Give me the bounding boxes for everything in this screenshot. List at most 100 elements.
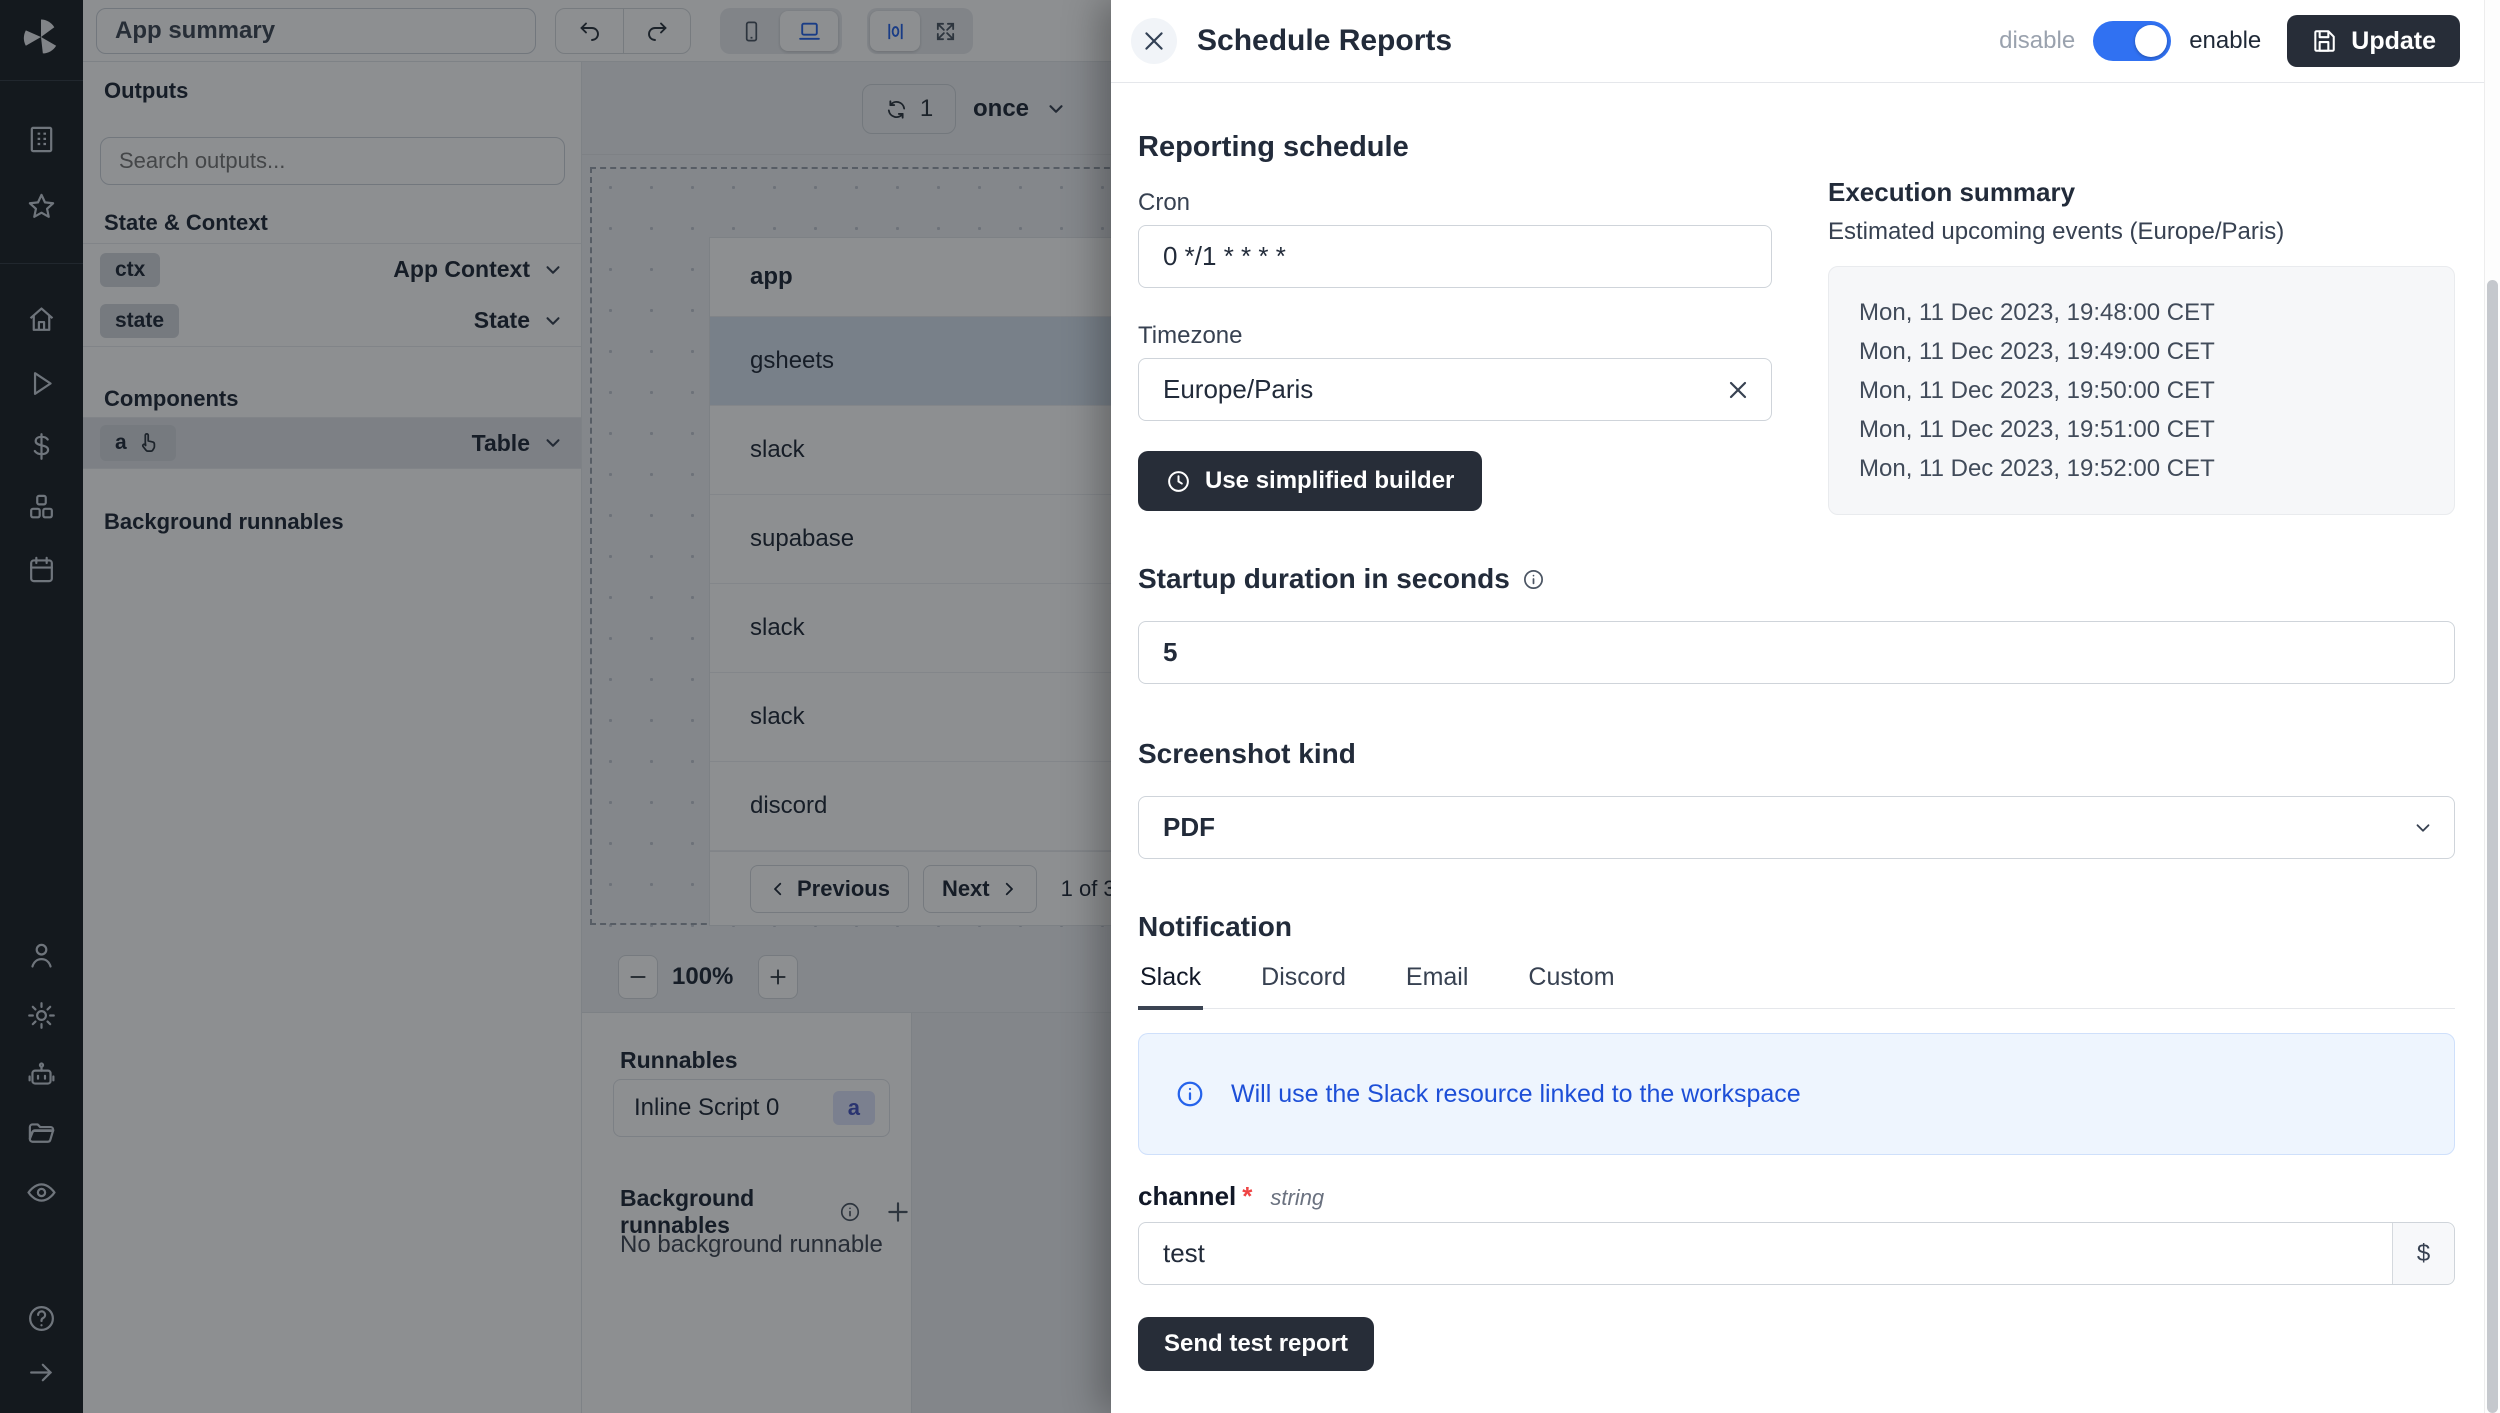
enable-toggle[interactable] bbox=[2093, 21, 2172, 61]
bottom-right-pane bbox=[912, 1012, 1111, 1413]
table-row[interactable]: supabase bbox=[710, 495, 1111, 584]
chevron-down-icon[interactable] bbox=[542, 432, 564, 454]
table-component[interactable]: app gsheets slack supabase slack slack d… bbox=[709, 237, 1111, 926]
zoom-in-button[interactable] bbox=[758, 955, 798, 999]
next-page-button[interactable]: Next bbox=[922, 864, 1037, 913]
cron-input[interactable] bbox=[1138, 225, 1772, 288]
required-mark: * bbox=[1242, 1181, 1253, 1211]
previous-page-button[interactable]: Previous bbox=[750, 864, 909, 913]
tab-custom[interactable]: Custom bbox=[1528, 963, 1615, 991]
chevron-down-icon[interactable] bbox=[542, 259, 564, 281]
table-row[interactable]: discord bbox=[710, 762, 1111, 851]
eye-icon[interactable] bbox=[26, 1177, 57, 1208]
table-row[interactable]: gsheets bbox=[710, 317, 1111, 406]
device-toggle-group bbox=[720, 8, 842, 54]
help-icon[interactable] bbox=[26, 1303, 57, 1334]
table-pagination: Previous Next 1 of 320 bbox=[710, 851, 1111, 925]
refresh-count-button[interactable]: 1 bbox=[862, 84, 956, 134]
mobile-view-button[interactable] bbox=[723, 11, 780, 51]
layout-toggle-group bbox=[867, 8, 973, 54]
cron-label: Cron bbox=[1138, 189, 1191, 216]
output-row-state[interactable]: state State bbox=[83, 295, 581, 347]
reporting-schedule-title: Reporting schedule bbox=[1138, 131, 1409, 163]
no-background-runnable-text: No background runnable bbox=[620, 1231, 883, 1258]
refresh-count: 1 bbox=[919, 95, 934, 122]
disable-label: disable bbox=[1999, 27, 2076, 54]
clock-icon bbox=[1166, 469, 1191, 494]
user-icon[interactable] bbox=[26, 940, 57, 971]
timezone-input[interactable] bbox=[1138, 358, 1772, 421]
tab-discord[interactable]: Discord bbox=[1261, 963, 1346, 991]
upcoming-event: Mon, 11 Dec 2023, 19:49:00 CET bbox=[1859, 338, 2215, 365]
components-title: Components bbox=[104, 386, 239, 411]
screenshot-kind-select[interactable]: PDF bbox=[1138, 796, 2455, 859]
app-canvas[interactable]: app gsheets slack supabase slack slack d… bbox=[582, 155, 1111, 940]
ctx-type-label: App Context bbox=[393, 256, 530, 282]
worker-robot-icon[interactable] bbox=[26, 1059, 57, 1090]
state-context-title: State & Context bbox=[104, 210, 268, 235]
app-sidebar bbox=[0, 0, 83, 1413]
close-drawer-button[interactable] bbox=[1131, 18, 1177, 64]
state-badge[interactable]: state bbox=[100, 303, 180, 338]
desktop-view-button[interactable] bbox=[780, 11, 838, 51]
outputs-panel: Outputs State & Context ctx App Context … bbox=[83, 62, 582, 1413]
undo-redo-group bbox=[555, 8, 691, 54]
zoom-bar: 100% bbox=[582, 940, 1111, 1012]
notification-title: Notification bbox=[1138, 911, 1292, 942]
startup-duration-input[interactable] bbox=[1138, 621, 2455, 684]
modules-icon[interactable] bbox=[26, 492, 57, 523]
update-button[interactable]: Update bbox=[2287, 15, 2460, 67]
scrollbar-thumb[interactable] bbox=[2487, 280, 2498, 1413]
redo-button[interactable] bbox=[623, 9, 690, 53]
tab-email[interactable]: Email bbox=[1405, 963, 1469, 991]
search-outputs-input[interactable] bbox=[100, 137, 565, 185]
table-row[interactable]: slack bbox=[710, 673, 1111, 762]
zoom-out-button[interactable] bbox=[618, 955, 658, 999]
channel-input[interactable] bbox=[1138, 1222, 2455, 1285]
add-background-runnable-button[interactable] bbox=[885, 1199, 911, 1225]
slack-info-alert: Will use the Slack resource linked to th… bbox=[1138, 1033, 2455, 1155]
upcoming-events-box: Mon, 11 Dec 2023, 19:48:00 CET Mon, 11 D… bbox=[1828, 266, 2455, 515]
inline-script-badge: a bbox=[832, 1091, 875, 1125]
expand-button[interactable] bbox=[920, 11, 970, 51]
inline-script-item[interactable]: Inline Script 0 a bbox=[613, 1079, 890, 1137]
use-simplified-builder-button[interactable]: Use simplified builder bbox=[1138, 451, 1483, 511]
app-summary-input[interactable] bbox=[96, 8, 536, 54]
table-row[interactable]: slack bbox=[710, 584, 1111, 673]
info-icon[interactable] bbox=[1522, 568, 1545, 591]
chevron-down-icon bbox=[2412, 817, 2434, 839]
upcoming-event: Mon, 11 Dec 2023, 19:50:00 CET bbox=[1859, 377, 2215, 404]
drawer-backdrop[interactable] bbox=[0, 0, 1111, 1413]
folder-icon[interactable] bbox=[26, 1118, 57, 1149]
runnables-pane: Runnables Inline Script 0 a Background r… bbox=[582, 1012, 912, 1413]
table-row[interactable]: slack bbox=[710, 406, 1111, 495]
runnables-title: Runnables bbox=[620, 1047, 738, 1073]
collapse-arrow-icon[interactable] bbox=[26, 1357, 57, 1388]
output-row-ctx[interactable]: ctx App Context bbox=[83, 243, 581, 295]
template-variable-button[interactable]: $ bbox=[2392, 1223, 2454, 1284]
editor-header bbox=[83, 0, 1111, 62]
startup-duration-title: Startup duration in seconds bbox=[1138, 563, 2455, 595]
windmill-logo-icon[interactable] bbox=[20, 16, 62, 58]
a-badge[interactable]: a bbox=[100, 425, 176, 461]
hand-pointer-icon bbox=[135, 430, 161, 456]
star-icon[interactable] bbox=[26, 191, 57, 222]
chevron-down-icon[interactable] bbox=[542, 310, 564, 332]
refresh-mode-label: once bbox=[973, 95, 1030, 122]
home-icon[interactable] bbox=[26, 304, 57, 335]
refresh-mode-dropdown[interactable]: once bbox=[973, 84, 1067, 134]
settings-gear-icon[interactable] bbox=[26, 1000, 57, 1031]
clear-timezone-icon[interactable] bbox=[1726, 378, 1750, 402]
center-align-button[interactable] bbox=[870, 11, 920, 51]
drawer-scrollbar[interactable] bbox=[2484, 0, 2500, 1413]
undo-button[interactable] bbox=[556, 9, 623, 53]
ctx-badge[interactable]: ctx bbox=[100, 252, 161, 287]
dollar-icon[interactable] bbox=[26, 431, 57, 462]
buildings-icon[interactable] bbox=[26, 124, 57, 155]
tab-slack[interactable]: Slack bbox=[1138, 963, 1204, 1010]
calendar-icon[interactable] bbox=[26, 554, 57, 585]
sidebar-divider bbox=[0, 80, 83, 81]
play-icon[interactable] bbox=[26, 368, 57, 399]
send-test-report-button[interactable]: Send test report bbox=[1138, 1317, 1375, 1371]
output-row-table-a[interactable]: a Table bbox=[83, 417, 581, 469]
